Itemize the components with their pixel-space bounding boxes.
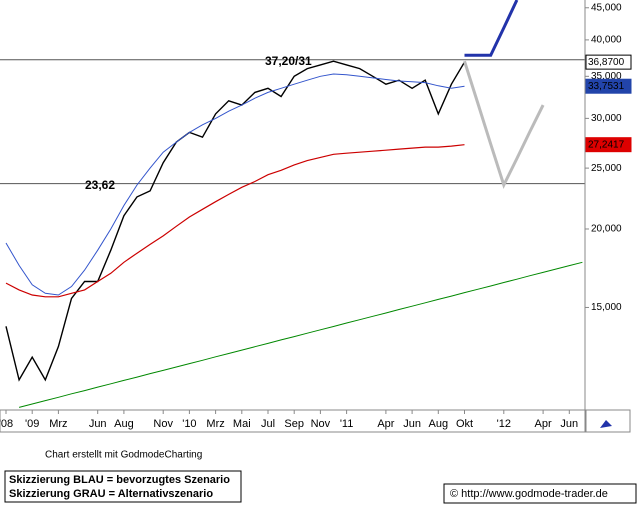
x-tick-label: Sep [284,418,304,430]
x-axis-band [0,409,586,433]
value-label: 27,2417 [588,139,625,150]
y-tick-label: 15,000 [591,302,622,313]
x-tick-label: Jun [89,418,107,430]
y-tick-label: 25,000 [591,163,622,174]
x-tick-label: '08 [0,418,13,430]
series-line [5,73,465,296]
plot-area [0,0,585,410]
x-tick-label: '12 [497,418,511,430]
x-tick-label: Mai [233,418,251,430]
x-tick-label: Apr [535,418,552,430]
x-tick-label: Okt [456,418,473,430]
x-tick-label: Apr [377,418,394,430]
url-box [443,483,637,504]
tool-icon[interactable] [600,420,612,428]
series-line [464,0,519,57]
x-tick-label: Mrz [49,418,67,430]
x-tick-label: '11 [340,418,354,430]
value-label-box [585,78,632,94]
y-tick-label: 30,000 [591,113,622,124]
value-label-box [585,137,632,153]
x-tick-label: Jun [560,418,578,430]
legend-box [4,470,242,503]
x-tick-label: Aug [114,418,134,430]
y-tick-label: 40,000 [591,35,622,46]
value-label: 36,8700 [588,57,625,68]
y-tick-label: 45,000 [591,2,622,13]
y-tick-label: 35,000 [591,71,622,82]
value-label-box [585,54,632,70]
level-label: 37,20/31 [265,54,312,68]
x-tick-label: Jun [403,418,421,430]
legend-line: Skizzierung GRAU = Alternativszenario [9,488,213,500]
tool-icon-box[interactable] [585,409,631,433]
x-tick-label: Mrz [206,418,224,430]
x-tick-label: '10 [182,418,196,430]
series-line [5,60,466,382]
level-label: 23,62 [85,178,115,192]
x-tick-label: Aug [429,418,449,430]
x-tick-label: '09 [25,418,39,430]
series-line [18,261,583,408]
x-tick-label: Jul [261,418,275,430]
series-line [463,60,545,189]
x-tick-label: Nov [311,418,331,430]
credit: Chart erstellt mit GodmodeCharting [45,450,202,461]
y-tick-label: 20,000 [591,224,622,235]
x-tick-label: Nov [153,418,173,430]
value-label: 33,7531 [588,81,625,92]
plot [0,0,585,408]
series-line [5,144,465,298]
legend-line: Skizzierung BLAU = bevorzugtes Szenario [9,474,230,486]
url: © http://www.godmode-trader.de [450,488,608,500]
